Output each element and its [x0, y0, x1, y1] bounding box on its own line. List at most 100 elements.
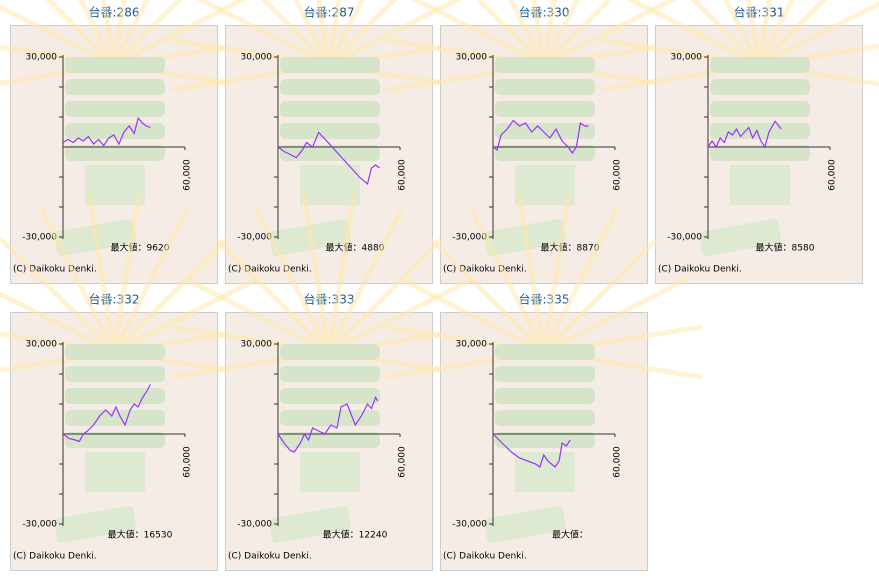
stack-tier — [65, 410, 165, 426]
x-tick-label: 60,000 — [613, 446, 623, 478]
stack-tier — [280, 79, 380, 95]
stack-tier — [280, 366, 380, 382]
ray — [326, 0, 342, 66]
footer: (C) Daikoku Denki. — [443, 265, 527, 275]
stack-tier — [495, 344, 595, 360]
x-tick-label: 60,000 — [398, 159, 408, 191]
annotation: 最大値：16530 — [108, 529, 173, 541]
tray — [484, 505, 567, 544]
x-tick-label: 60,000 — [828, 159, 838, 191]
ray — [78, 0, 117, 67]
annotation: 最大値：12240 — [323, 529, 388, 541]
annotation: 最大値：8870 — [541, 242, 600, 254]
stack-tier — [65, 145, 165, 161]
data-line — [277, 395, 379, 453]
panel-illustration — [385, 193, 703, 544]
ray — [214, 237, 331, 354]
chart-title: 台番:286 — [89, 5, 140, 20]
y-tick-label: 30,000 — [456, 340, 488, 350]
y-tick-label: 30,000 — [241, 340, 273, 350]
stack-tier — [65, 79, 165, 95]
panel-illustration — [600, 0, 879, 257]
tray — [54, 505, 137, 544]
stack-tier — [280, 410, 380, 426]
ray — [101, 0, 117, 66]
ray — [86, 193, 117, 353]
ray — [327, 277, 473, 355]
ray — [541, 193, 572, 353]
stack-tier — [710, 57, 810, 73]
panel-illustration — [0, 0, 273, 257]
y-tick-label: 30,000 — [671, 53, 703, 63]
annotation: 最大値：9620 — [111, 242, 170, 254]
footer: (C) Daikoku Denki. — [228, 265, 312, 275]
ray — [531, 0, 547, 66]
data-line — [277, 131, 381, 185]
ray — [327, 237, 444, 354]
stack-tier — [280, 388, 380, 404]
stack-tier — [710, 79, 810, 95]
chart-title: 台番:287 — [304, 5, 355, 20]
ray — [301, 193, 332, 353]
stack-tier — [65, 388, 165, 404]
data-line — [492, 433, 571, 468]
ray — [542, 237, 659, 354]
stack-tier — [710, 123, 810, 139]
data-line — [492, 119, 589, 155]
ray — [111, 208, 189, 354]
ray — [39, 208, 117, 354]
footer: (C) Daikoku Denki. — [228, 552, 312, 562]
ray — [690, 0, 761, 67]
stack-tier — [280, 145, 380, 161]
x-tick-label: 60,000 — [183, 446, 193, 478]
stack-tier — [495, 432, 595, 448]
ray — [542, 0, 678, 68]
panel-illustration — [0, 193, 273, 544]
ray — [541, 0, 580, 67]
tray — [699, 218, 782, 257]
stack-tier — [65, 344, 165, 360]
stack-base — [515, 452, 575, 492]
data-line — [62, 116, 151, 147]
ray — [112, 277, 258, 355]
ray — [195, 0, 331, 68]
stack-tier — [495, 101, 595, 117]
ray — [326, 0, 365, 67]
ray — [327, 0, 463, 68]
stack-base — [300, 452, 360, 492]
stack-tier — [280, 123, 380, 139]
ray — [756, 0, 772, 66]
stack-base — [300, 165, 360, 205]
y-tick-label: 30,000 — [26, 340, 58, 350]
ray — [410, 0, 546, 68]
ray — [111, 0, 127, 66]
stack-tier — [280, 344, 380, 360]
data-line — [707, 120, 782, 149]
ray — [45, 0, 116, 67]
stack-tier — [280, 432, 380, 448]
ray — [0, 4, 116, 68]
stack-tier — [495, 410, 595, 426]
stack-tier — [280, 57, 380, 73]
ray — [469, 208, 547, 354]
stack-tier — [65, 57, 165, 73]
y-tick-label: -30,000 — [237, 520, 272, 530]
annotation: 最大値：8580 — [756, 242, 815, 254]
stack-tier — [65, 366, 165, 382]
y-tick-label: 30,000 — [456, 53, 488, 63]
ray — [326, 208, 404, 354]
ray — [111, 193, 142, 353]
stack-base — [85, 165, 145, 205]
annotation: 最大値： — [552, 529, 588, 541]
ray — [0, 237, 116, 354]
tray — [269, 505, 352, 544]
stack-tier — [495, 388, 595, 404]
y-tick-label: -30,000 — [237, 233, 272, 243]
panel-illustration — [170, 193, 488, 544]
ray — [316, 0, 332, 66]
ray — [542, 277, 688, 355]
chart-title: 台番:333 — [304, 292, 355, 307]
ray — [541, 0, 557, 66]
chart-title: 台番:335 — [519, 292, 570, 307]
